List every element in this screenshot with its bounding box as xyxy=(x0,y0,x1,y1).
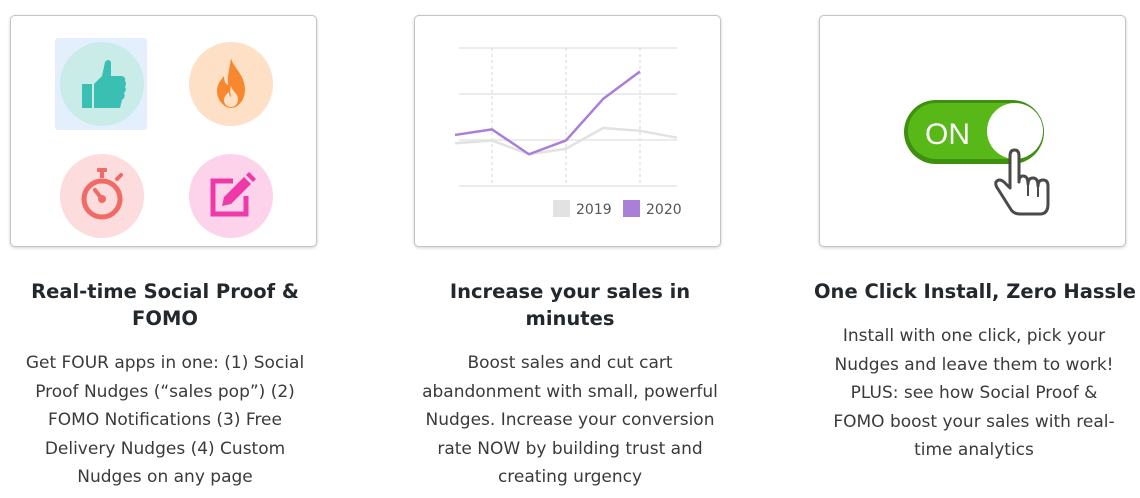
legend-item-2019: 2019 xyxy=(553,200,612,218)
desc-line: Nudges on any page xyxy=(77,467,253,487)
series-line-2019 xyxy=(454,126,678,156)
desc-line: Nudges and leave them to work! xyxy=(834,354,1114,375)
title-line: Real-time Social Proof & xyxy=(31,280,299,303)
desc-line: rate NOW by building trust and xyxy=(437,438,703,459)
thumbs-up-icon xyxy=(60,42,144,126)
feature-description: Get FOUR apps in one: (1) Social Proof N… xyxy=(0,349,330,492)
desc-line: Nudges. Increase your conversion xyxy=(425,410,715,430)
toggle-switch-icon: ON xyxy=(904,100,1050,216)
legend-item-2020: 2020 xyxy=(623,200,682,218)
feature-title: Increase your sales in minutes xyxy=(405,278,735,332)
toggle-card: ON xyxy=(819,15,1126,247)
series-line-2020 xyxy=(454,70,641,156)
feature-title: Real-time Social Proof & FOMO xyxy=(0,278,330,332)
toggle-label: ON xyxy=(925,118,970,151)
desc-line: Install with one click, pick your xyxy=(842,326,1106,346)
desc-line: Delivery Nudges (4) Custom xyxy=(44,438,286,459)
desc-line: Proof Nudges (“sales pop”) (2) xyxy=(35,381,295,402)
desc-line: PLUS: see how Social Proof & xyxy=(850,383,1098,403)
title-line: Increase your sales in xyxy=(449,280,691,303)
feature-description: Boost sales and cut cart abandonment wit… xyxy=(405,349,735,492)
desc-line: time analytics xyxy=(914,440,1034,460)
hand-pointer-icon xyxy=(994,148,1050,216)
stopwatch-icon xyxy=(60,154,144,238)
legend-swatch xyxy=(553,200,570,217)
fire-icon xyxy=(189,42,273,126)
desc-line: Boost sales and cut cart xyxy=(467,353,673,373)
title-line: FOMO xyxy=(132,307,198,330)
desc-line: abandonment with small, powerful xyxy=(422,381,718,402)
chart-card: 2019 2020 xyxy=(414,15,721,247)
desc-line: FOMO Notifications (3) Free xyxy=(48,410,282,430)
legend-label: 2020 xyxy=(646,202,682,218)
edit-icon xyxy=(189,154,273,238)
feature-description: Install with one click, pick your Nudges… xyxy=(814,322,1134,465)
legend-swatch xyxy=(623,200,640,217)
legend-label: 2019 xyxy=(576,202,612,218)
icons-card xyxy=(10,15,317,247)
desc-line: creating urgency xyxy=(497,467,643,487)
title-line: minutes xyxy=(525,307,615,330)
desc-line: FOMO boost your sales with real- xyxy=(833,411,1115,432)
title-line: One Click Install, Zero Hassle xyxy=(813,280,1137,303)
feature-title: One Click Install, Zero Hassle xyxy=(810,278,1140,305)
line-chart xyxy=(454,47,678,187)
desc-line: Get FOUR apps in one: (1) Social xyxy=(25,353,305,373)
